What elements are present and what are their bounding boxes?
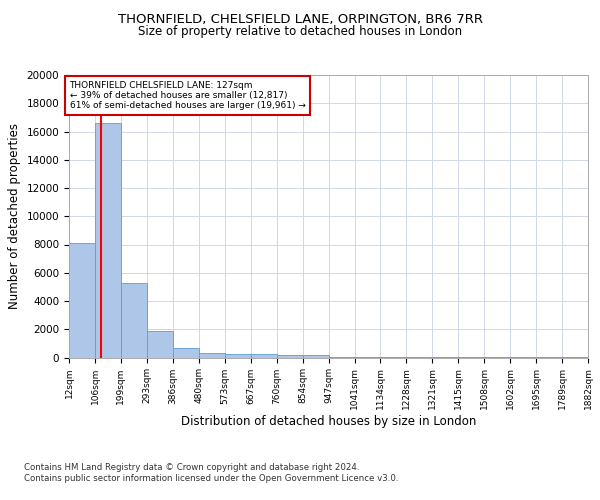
Bar (329, 357, 355, 358)
Bar (69, 243, 95, 358)
X-axis label: Distribution of detached houses by size in London: Distribution of detached houses by size … (181, 415, 476, 428)
Bar (199, 352, 224, 358)
Bar (251, 354, 277, 358)
Bar (277, 354, 302, 358)
Text: THORNFIELD CHELSFIELD LANE: 127sqm
← 39% of detached houses are smaller (12,817): THORNFIELD CHELSFIELD LANE: 127sqm ← 39%… (70, 80, 305, 110)
Text: Contains public sector information licensed under the Open Government Licence v3: Contains public sector information licen… (24, 474, 398, 483)
Text: Size of property relative to detached houses in London: Size of property relative to detached ho… (138, 25, 462, 38)
Bar (147, 332, 173, 357)
Bar (95, 123, 121, 358)
Bar (173, 348, 199, 358)
Y-axis label: Number of detached properties: Number of detached properties (8, 123, 21, 309)
Bar (302, 355, 329, 358)
Bar (121, 282, 147, 358)
Text: Contains HM Land Registry data © Crown copyright and database right 2024.: Contains HM Land Registry data © Crown c… (24, 462, 359, 471)
Text: THORNFIELD, CHELSFIELD LANE, ORPINGTON, BR6 7RR: THORNFIELD, CHELSFIELD LANE, ORPINGTON, … (118, 12, 482, 26)
Bar (224, 354, 251, 358)
